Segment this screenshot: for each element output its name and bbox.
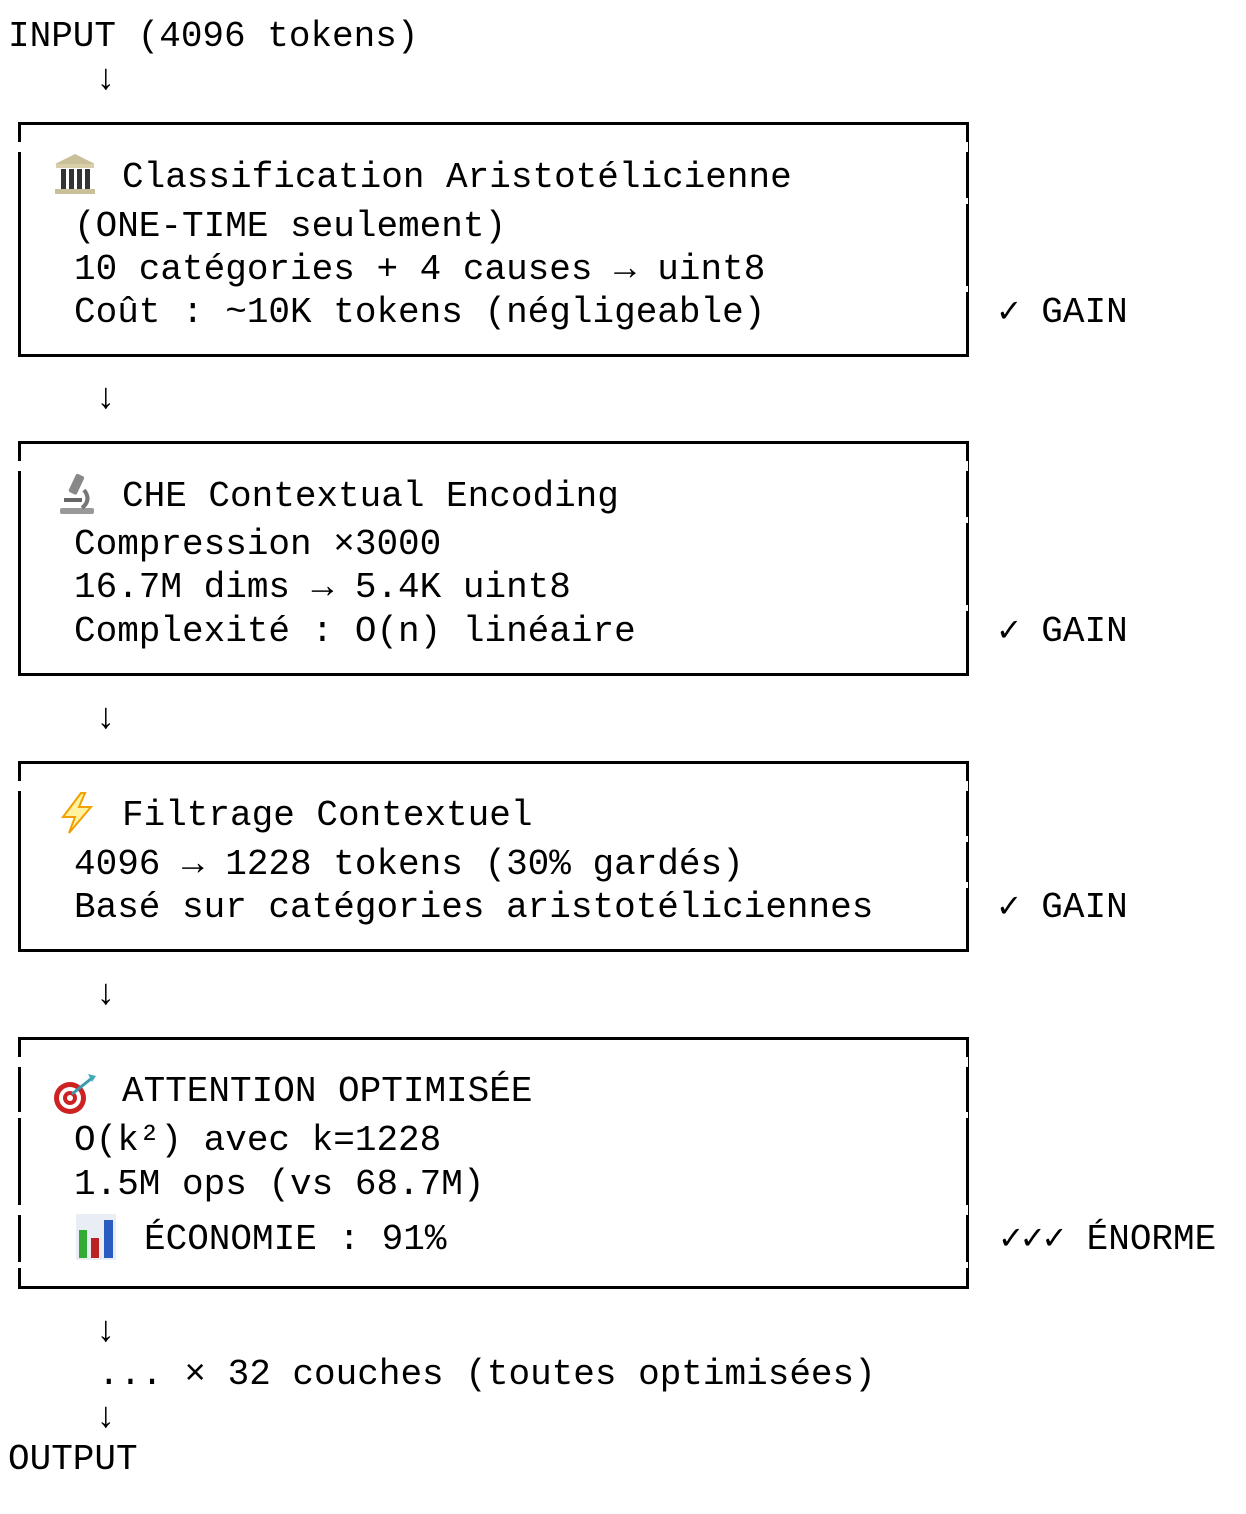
arrow-down: ↓ [95,1311,117,1352]
stage-line: 4096 → 1228 tokens (30% gardés) [74,844,744,885]
stage-title: Classification Aristotélicienne [122,157,792,198]
stage-title: CHE Contextual Encoding [122,476,619,517]
arrow-down: ↓ [95,59,117,100]
stage-line: Compression ×3000 [74,524,442,565]
stage-box-che-encoding [18,441,969,676]
microscope-icon [60,473,94,514]
stage-line: Complexité : O(n) linéaire [74,611,636,652]
stage-box-classification [18,122,969,357]
arrow-down: ↓ [95,698,117,739]
stage-line: 1.5M ops (vs 68.7M) [74,1164,485,1205]
lightning-icon [61,792,94,834]
input-label: INPUT (4096 tokens) [8,16,419,57]
arrow-down: ↓ [95,378,117,419]
target-icon [54,1074,96,1114]
stage-line: 10 catégories + 4 causes → uint8 [74,249,766,290]
verdict-enorme: ✓✓✓ ÉNORME [1000,1219,1217,1260]
classical-building-icon [55,154,95,194]
savings-text: ÉCONOMIE : 91% [144,1219,447,1260]
stage-line: 16.7M dims → 5.4K uint8 [74,567,571,608]
stage-box-filtering [18,761,969,952]
verdict-gain: ✓ GAIN [998,887,1128,928]
output-label: OUTPUT [8,1439,138,1480]
stage-line: Basé sur catégories aristotéliciennes [74,887,874,928]
verdict-gain: ✓ GAIN [998,292,1128,333]
arrow-down: ↓ [95,1397,117,1438]
stage-title: Filtrage Contextuel [122,795,533,836]
bar-chart-icon [76,1214,116,1260]
stage-line: O(k²) avec k=1228 [74,1120,442,1161]
stage-line: (ONE-TIME seulement) [74,206,507,247]
stage-line: Coût : ~10K tokens (négligeable) [74,292,766,333]
stage-box-attention [18,1037,969,1289]
verdict-gain: ✓ GAIN [998,611,1128,652]
repeat-layers-text: ... × 32 couches (toutes optimisées) [98,1354,876,1395]
arrow-down: ↓ [95,974,117,1015]
stage-title: ATTENTION OPTIMISÉE [122,1071,533,1112]
